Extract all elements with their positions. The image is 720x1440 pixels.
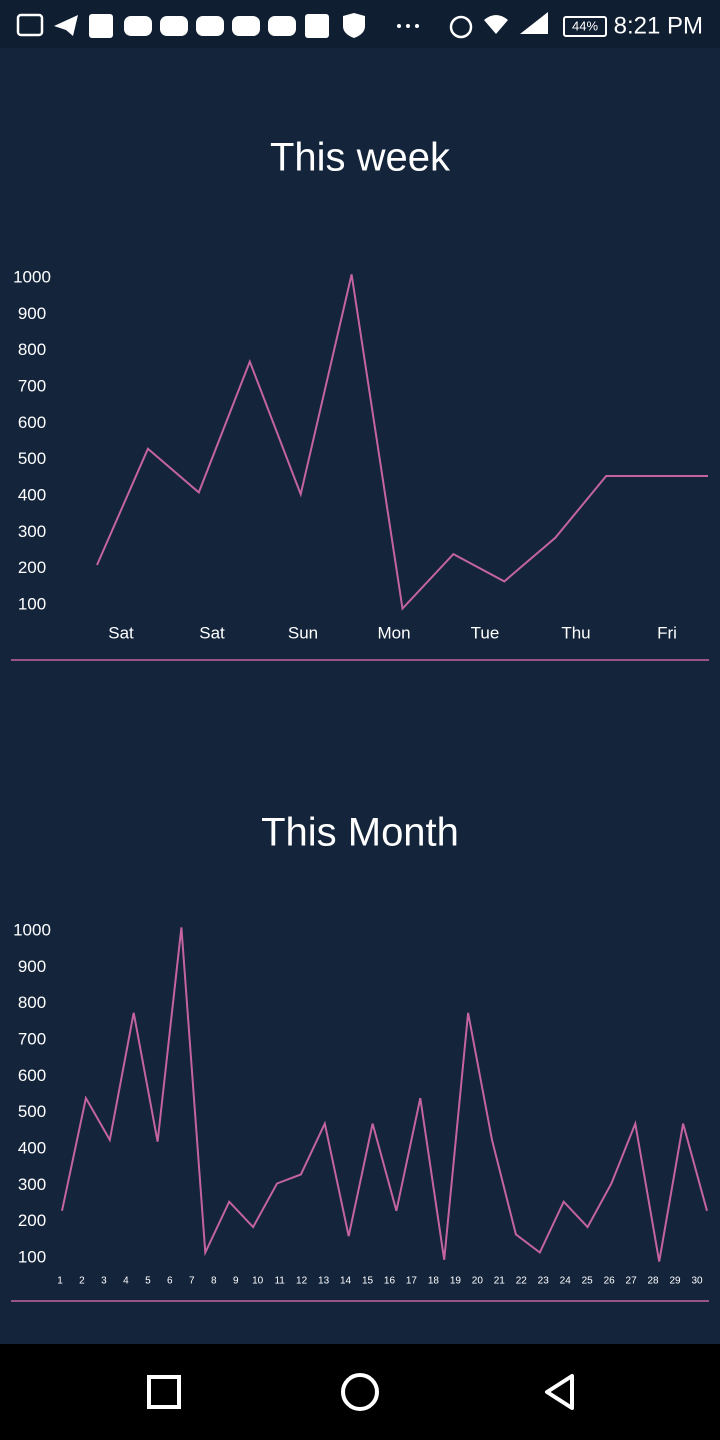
x-tick-label: 7 bbox=[189, 1276, 195, 1287]
y-tick-label: 1000 bbox=[13, 920, 51, 939]
x-tick-label: 9 bbox=[233, 1276, 239, 1287]
x-tick-label: 15 bbox=[362, 1276, 374, 1287]
signal-icon bbox=[520, 12, 548, 34]
x-tick-label: Mon bbox=[377, 623, 410, 642]
x-tick-label: Sat bbox=[108, 623, 134, 642]
x-tick-label: 17 bbox=[406, 1276, 418, 1287]
youtube-icon bbox=[196, 16, 224, 36]
y-tick-label: 800 bbox=[18, 340, 46, 359]
x-tick-label: Thu bbox=[561, 623, 590, 642]
more-dot bbox=[415, 24, 419, 28]
y-tick-label: 900 bbox=[18, 304, 46, 323]
linkedin-icon bbox=[305, 14, 329, 38]
x-tick-label: 18 bbox=[428, 1276, 440, 1287]
x-tick-label: 4 bbox=[123, 1276, 129, 1287]
alarm-icon bbox=[449, 15, 473, 39]
youtube-icon bbox=[268, 16, 296, 36]
x-tick-label: 28 bbox=[648, 1276, 660, 1287]
more-dot bbox=[406, 24, 410, 28]
x-tick-label: 8 bbox=[211, 1276, 217, 1287]
x-tick-label: 12 bbox=[296, 1276, 308, 1287]
x-tick-label: 6 bbox=[167, 1276, 173, 1287]
x-tick-label: Tue bbox=[471, 623, 500, 642]
x-tick-label: 29 bbox=[669, 1276, 681, 1287]
x-tick-label: 24 bbox=[560, 1276, 572, 1287]
y-tick-label: 800 bbox=[18, 993, 46, 1012]
y-tick-label: 200 bbox=[18, 1211, 46, 1230]
y-tick-label: 100 bbox=[18, 1247, 46, 1266]
youtube-icon bbox=[160, 16, 188, 36]
youtube-icon bbox=[232, 16, 260, 36]
back-button[interactable] bbox=[545, 1374, 574, 1410]
y-tick-label: 500 bbox=[18, 1102, 46, 1121]
line-series bbox=[96, 274, 708, 611]
message-icon bbox=[16, 13, 44, 37]
home-button[interactable] bbox=[341, 1373, 379, 1411]
x-tick-label: 25 bbox=[582, 1276, 594, 1287]
x-tick-label: Fri bbox=[657, 623, 677, 642]
x-tick-label: 3 bbox=[101, 1276, 107, 1287]
x-tick-label: 5 bbox=[145, 1276, 151, 1287]
battery-level: 44% bbox=[572, 18, 598, 33]
x-tick-label: 21 bbox=[494, 1276, 506, 1287]
navigation-bar bbox=[0, 1344, 720, 1440]
y-tick-label: 700 bbox=[18, 1029, 46, 1048]
y-tick-label: 300 bbox=[18, 1175, 46, 1194]
line-series bbox=[61, 927, 708, 1262]
y-tick-label: 900 bbox=[18, 957, 46, 976]
y-tick-label: 200 bbox=[18, 558, 46, 577]
y-tick-label: 1000 bbox=[13, 267, 51, 286]
youtube-icon bbox=[124, 16, 152, 36]
x-tick-label: 1 bbox=[57, 1276, 63, 1287]
y-tick-label: 600 bbox=[18, 1066, 46, 1085]
x-tick-label: Sun bbox=[288, 623, 318, 642]
battery-icon bbox=[563, 16, 607, 37]
x-tick-label: 30 bbox=[691, 1276, 703, 1287]
clock: 8:21 PM bbox=[614, 12, 703, 39]
x-tick-label: 2 bbox=[79, 1276, 85, 1287]
y-tick-label: 700 bbox=[18, 376, 46, 395]
y-tick-label: 400 bbox=[18, 485, 46, 504]
linkedin-icon bbox=[89, 14, 113, 38]
notification-icons bbox=[16, 12, 607, 39]
x-tick-label: 10 bbox=[252, 1276, 264, 1287]
y-tick-label: 500 bbox=[18, 449, 46, 468]
x-tick-label: 11 bbox=[274, 1276, 285, 1287]
x-tick-label: 20 bbox=[472, 1276, 484, 1287]
x-tick-label: 22 bbox=[516, 1276, 528, 1287]
x-tick-label: 19 bbox=[450, 1276, 462, 1287]
y-tick-label: 300 bbox=[18, 522, 46, 541]
x-tick-label: 23 bbox=[538, 1276, 550, 1287]
chart-title: This Month bbox=[261, 811, 459, 855]
x-tick-label: 26 bbox=[604, 1276, 616, 1287]
wifi-icon bbox=[484, 15, 508, 34]
telegram-icon bbox=[54, 15, 78, 36]
y-tick-label: 600 bbox=[18, 413, 46, 432]
x-tick-label: 14 bbox=[340, 1276, 352, 1287]
y-tick-label: 100 bbox=[18, 594, 46, 613]
recents-button[interactable] bbox=[147, 1375, 181, 1409]
x-tick-label: 13 bbox=[318, 1276, 330, 1287]
shield-icon bbox=[343, 13, 365, 38]
x-tick-label: 16 bbox=[384, 1276, 396, 1287]
more-dot bbox=[397, 24, 401, 28]
x-tick-label: 27 bbox=[626, 1276, 638, 1287]
x-tick-label: Sat bbox=[199, 623, 225, 642]
chart-title: This week bbox=[270, 136, 451, 180]
y-tick-label: 400 bbox=[18, 1138, 46, 1157]
